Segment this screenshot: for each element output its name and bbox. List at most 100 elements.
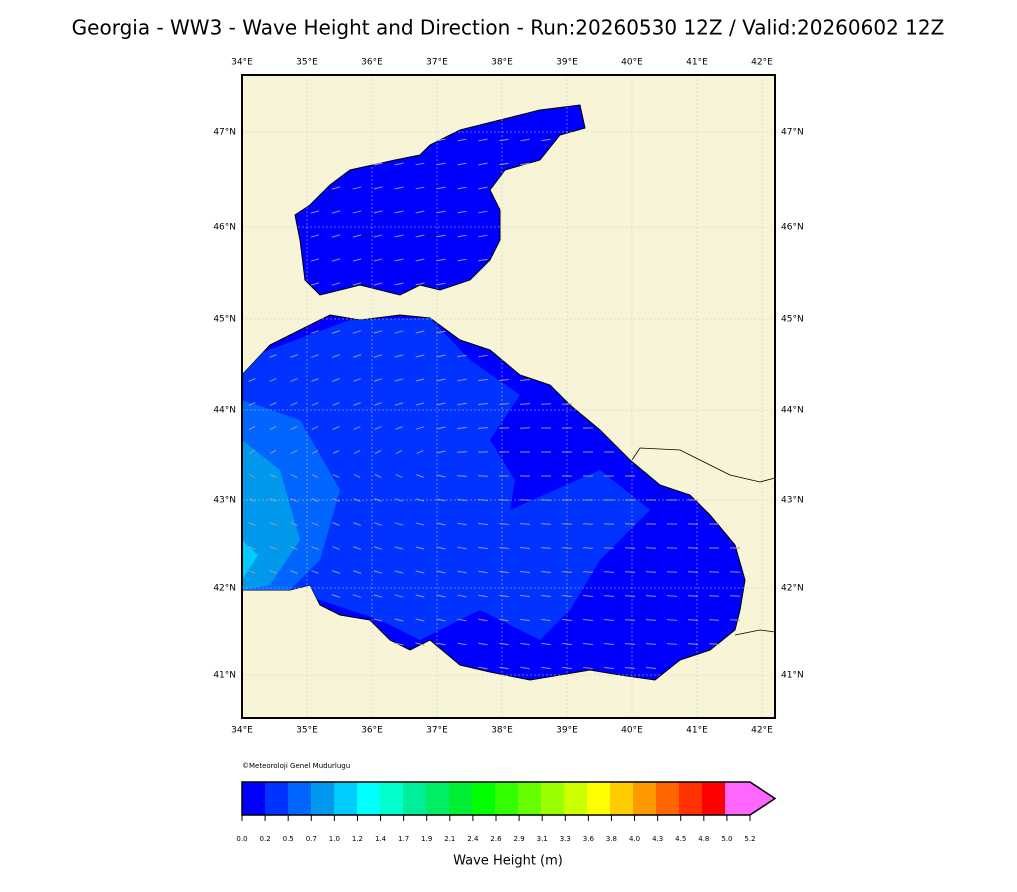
lat-label: 45°N xyxy=(213,315,236,325)
colorbar-tick-label: 1.4 xyxy=(375,835,387,843)
lon-label: 42°E xyxy=(751,58,773,68)
colorbar-swatch xyxy=(679,782,703,815)
arrow xyxy=(688,596,698,597)
colorbar-tick-label: 1.7 xyxy=(398,835,409,843)
arrow xyxy=(625,572,635,573)
colorbar-swatch xyxy=(564,782,588,815)
colorbar-tick-label: 1.2 xyxy=(352,835,363,843)
colorbar-tick-label: 2.6 xyxy=(490,835,502,843)
colorbar-swatch xyxy=(449,782,473,815)
colorbar-tick-label: 4.8 xyxy=(698,835,709,843)
lat-label: 44°N xyxy=(213,406,236,416)
colorbar-tick-label: 3.1 xyxy=(537,835,548,843)
arrow xyxy=(709,620,719,621)
colorbar-label: Wave Height (m) xyxy=(453,854,563,869)
colorbar: 0.0 0.2 0.5 0.7 1.0 1.2 1.4 1.7 1.9 2.1 2.4 2.6 2.9 3… xyxy=(236,782,775,843)
colorbar-swatch xyxy=(403,782,427,815)
arrow xyxy=(583,548,593,549)
colorbar-swatch xyxy=(495,782,519,815)
lon-label: 37°E xyxy=(426,726,448,736)
arrow xyxy=(667,572,677,573)
lon-label: 37°E xyxy=(426,58,448,68)
lon-label: 35°E xyxy=(296,58,318,68)
lon-label: 40°E xyxy=(621,58,643,68)
arrow xyxy=(541,404,551,405)
lat-label: 44°N xyxy=(781,406,804,416)
colorbar-swatch xyxy=(334,782,358,815)
arrow xyxy=(520,404,530,405)
lon-label: 42°E xyxy=(751,726,773,736)
colorbar-swatch xyxy=(311,782,335,815)
colorbar-swatch xyxy=(610,782,634,815)
arrow xyxy=(709,596,719,597)
colorbar-tick-label: 4.0 xyxy=(629,835,640,843)
lon-label: 40°E xyxy=(621,726,643,736)
lon-label: 34°E xyxy=(231,58,253,68)
colorbar-swatch xyxy=(633,782,657,815)
lat-label: 46°N xyxy=(213,223,236,233)
colorbar-tick-label: 0.2 xyxy=(260,835,271,843)
arrow xyxy=(625,548,635,549)
colorbar-tick-label: 3.6 xyxy=(583,835,595,843)
arrow xyxy=(667,596,677,597)
lat-label: 47°N xyxy=(213,128,236,138)
arrow xyxy=(499,428,509,429)
colorbar-swatch xyxy=(426,782,450,815)
lon-label: 39°E xyxy=(556,58,578,68)
colorbar-swatch xyxy=(472,782,496,815)
colorbar-swatch xyxy=(587,782,611,815)
lon-label: 41°E xyxy=(686,58,708,68)
lat-label: 43°N xyxy=(781,496,804,506)
lat-label: 46°N xyxy=(781,223,804,233)
lat-label: 42°N xyxy=(781,584,804,594)
lat-label: 42°N xyxy=(213,584,236,594)
arrow xyxy=(520,500,530,501)
lon-label: 38°E xyxy=(491,726,513,736)
lon-label: 38°E xyxy=(491,58,513,68)
arrow xyxy=(688,620,698,621)
colorbar-tick-label: 1.0 xyxy=(329,835,340,843)
colorbar-swatch xyxy=(288,782,312,815)
credit: ©Meteoroloji Genel Mudurlugu xyxy=(242,762,350,770)
colorbar-tick-label: 1.9 xyxy=(421,835,432,843)
lon-label: 39°E xyxy=(556,726,578,736)
colorbar-tick-label: 5.2 xyxy=(744,835,755,843)
lon-label: 36°E xyxy=(361,58,383,68)
colorbar-swatch xyxy=(541,782,565,815)
colorbar-swatch xyxy=(242,782,266,815)
lat-label: 41°N xyxy=(781,671,804,681)
colorbar-tick-label: 5.0 xyxy=(721,835,732,843)
lat-label: 45°N xyxy=(781,315,804,325)
lat-label: 41°N xyxy=(213,671,236,681)
colorbar-tick-label: 0.7 xyxy=(306,835,317,843)
colorbar-extend xyxy=(725,782,775,815)
arrow xyxy=(646,572,656,573)
colorbar-tick-label: 2.4 xyxy=(467,835,479,843)
arrow xyxy=(730,596,740,597)
colorbar-tick-label: 2.1 xyxy=(444,835,455,843)
colorbar-tick-label: 4.3 xyxy=(652,835,663,843)
colorbar-swatch xyxy=(265,782,289,815)
lon-label: 36°E xyxy=(361,726,383,736)
colorbar-swatch xyxy=(518,782,542,815)
arrow xyxy=(541,524,551,525)
arrow xyxy=(604,572,614,573)
colorbar-tick-label: 0.0 xyxy=(236,835,247,843)
arrow xyxy=(604,548,614,549)
colorbar-swatch xyxy=(380,782,404,815)
colorbar-swatch xyxy=(357,782,381,815)
colorbar-tick-label: 0.5 xyxy=(283,835,294,843)
lon-label: 41°E xyxy=(686,726,708,736)
lat-label: 47°N xyxy=(781,128,804,138)
colorbar-tick-label: 2.9 xyxy=(514,835,525,843)
arrow xyxy=(730,620,740,621)
title: Georgia - WW3 - Wave Height and Directio… xyxy=(72,16,945,40)
lon-label: 35°E xyxy=(296,726,318,736)
arrow xyxy=(646,596,656,597)
colorbar-tick-label: 3.3 xyxy=(560,835,571,843)
colorbar-swatch xyxy=(702,782,726,815)
lon-label: 34°E xyxy=(231,726,253,736)
colorbar-tick-label: 4.5 xyxy=(675,835,686,843)
lat-label: 43°N xyxy=(213,496,236,506)
